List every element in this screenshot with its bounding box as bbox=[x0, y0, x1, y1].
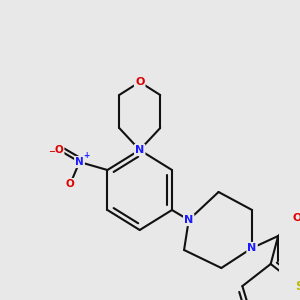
Text: S: S bbox=[295, 280, 300, 292]
Text: −: − bbox=[48, 148, 55, 157]
Text: N: N bbox=[184, 215, 194, 225]
Text: O: O bbox=[292, 213, 300, 223]
Text: O: O bbox=[135, 77, 144, 87]
Text: +: + bbox=[83, 152, 89, 160]
Text: N: N bbox=[248, 243, 257, 253]
Text: N: N bbox=[135, 145, 144, 155]
Text: O: O bbox=[55, 145, 63, 155]
Text: O: O bbox=[66, 179, 75, 189]
Text: N: N bbox=[75, 157, 84, 167]
